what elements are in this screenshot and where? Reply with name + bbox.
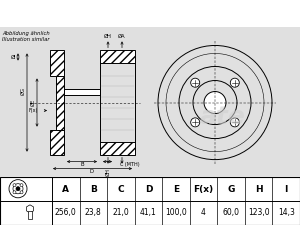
Text: 123,0: 123,0 xyxy=(248,208,269,217)
Text: 60,0: 60,0 xyxy=(223,208,240,217)
Text: C: C xyxy=(118,185,124,194)
Circle shape xyxy=(204,92,226,114)
Circle shape xyxy=(191,78,200,87)
Text: 4: 4 xyxy=(201,208,206,217)
Circle shape xyxy=(20,191,23,194)
Text: G: G xyxy=(227,185,235,194)
Polygon shape xyxy=(100,50,135,63)
Text: D: D xyxy=(145,185,152,194)
Text: Illustration similar: Illustration similar xyxy=(2,37,50,43)
Circle shape xyxy=(230,118,239,127)
Text: 21,0: 21,0 xyxy=(112,208,129,217)
Text: A: A xyxy=(62,185,69,194)
Text: 23,8: 23,8 xyxy=(85,208,102,217)
Polygon shape xyxy=(56,76,64,130)
Text: F(x): F(x) xyxy=(28,108,38,113)
Text: Abbildung ähnlich: Abbildung ähnlich xyxy=(2,32,50,36)
Circle shape xyxy=(13,191,16,194)
Text: ØG: ØG xyxy=(20,87,26,94)
Text: ØH: ØH xyxy=(104,34,112,38)
Polygon shape xyxy=(50,50,64,76)
Text: ØH: ØH xyxy=(106,169,110,176)
Circle shape xyxy=(20,184,23,187)
Text: 100,0: 100,0 xyxy=(165,208,187,217)
Circle shape xyxy=(191,118,200,127)
Text: H: H xyxy=(255,185,262,194)
Text: 14,3: 14,3 xyxy=(278,208,295,217)
Text: D: D xyxy=(90,169,94,174)
Circle shape xyxy=(13,184,16,187)
Text: I: I xyxy=(284,185,288,194)
Text: B: B xyxy=(90,185,97,194)
Text: F(x): F(x) xyxy=(194,185,214,194)
Polygon shape xyxy=(64,88,100,94)
Circle shape xyxy=(230,78,239,87)
Bar xyxy=(28,211,32,219)
Polygon shape xyxy=(50,130,64,155)
Text: ØE: ØE xyxy=(31,99,35,106)
Polygon shape xyxy=(100,142,135,155)
Text: ate: ate xyxy=(200,105,246,128)
Text: ØA: ØA xyxy=(118,34,126,38)
Text: 41,1: 41,1 xyxy=(140,208,157,217)
Text: E: E xyxy=(173,185,179,194)
Text: C (MTH): C (MTH) xyxy=(120,162,140,167)
Text: 256,0: 256,0 xyxy=(55,208,77,217)
Text: ØI: ØI xyxy=(11,54,17,59)
Circle shape xyxy=(16,187,20,191)
Text: B: B xyxy=(80,162,84,167)
Text: 24.0124-0152.1     424152: 24.0124-0152.1 424152 xyxy=(57,7,243,20)
